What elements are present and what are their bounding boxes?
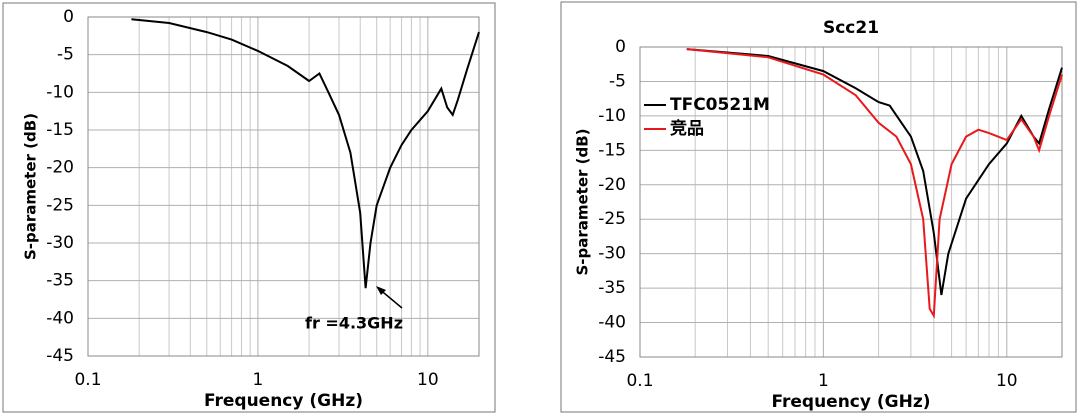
chart-title: Scc21: [823, 18, 879, 38]
y-axis-label: S-parameter (dB): [574, 128, 592, 275]
y-tick-label: -10: [46, 82, 74, 102]
x-axis-label: Frequency (GHz): [771, 392, 930, 412]
panel-frame: [560, 1, 1077, 413]
y-tick-label: -35: [46, 271, 74, 291]
annotation: fr =4.3GHz: [305, 314, 403, 333]
plot-frame: [639, 46, 1063, 358]
y-tick-label: -35: [598, 278, 626, 298]
legend-label: TFC0521M: [670, 95, 770, 115]
y-tick-label: 0: [63, 7, 74, 27]
legend-label: 竞品: [670, 118, 704, 139]
y-tick-label: -30: [46, 233, 74, 253]
series-line: [686, 48, 1063, 296]
y-tick-label: -40: [46, 308, 74, 328]
y-tick-label: -10: [598, 106, 626, 126]
annotation-arrowhead: [376, 286, 386, 295]
series-line: [686, 48, 1063, 320]
y-tick-label: -15: [598, 140, 626, 160]
x-tick-label: 0.1: [74, 370, 101, 390]
y-tick-label: -20: [598, 175, 626, 195]
x-tick-label: 1: [818, 371, 829, 391]
y-tick-label: -5: [57, 45, 74, 65]
y-tick-label: -5: [609, 71, 626, 91]
y-tick-label: -40: [598, 313, 626, 333]
y-axis-label: S-parameter (dB): [22, 113, 40, 260]
y-tick-label: -45: [598, 347, 626, 367]
y-tick-label: -20: [46, 158, 74, 178]
x-tick-label: 10: [417, 370, 439, 390]
y-tick-label: -30: [598, 244, 626, 264]
x-axis-label: Frequency (GHz): [204, 391, 363, 411]
y-tick-label: 0: [615, 37, 626, 57]
plot-frame: [87, 16, 480, 357]
y-tick-label: -25: [598, 209, 626, 229]
x-tick-label: 10: [996, 371, 1018, 391]
y-tick-label: -25: [46, 195, 74, 215]
y-tick-label: -45: [46, 346, 74, 366]
y-tick-label: -15: [46, 120, 74, 140]
series-line: [131, 18, 480, 289]
panel-frame: [2, 2, 496, 413]
x-tick-label: 1: [253, 370, 264, 390]
x-tick-label: 0.1: [626, 371, 653, 391]
